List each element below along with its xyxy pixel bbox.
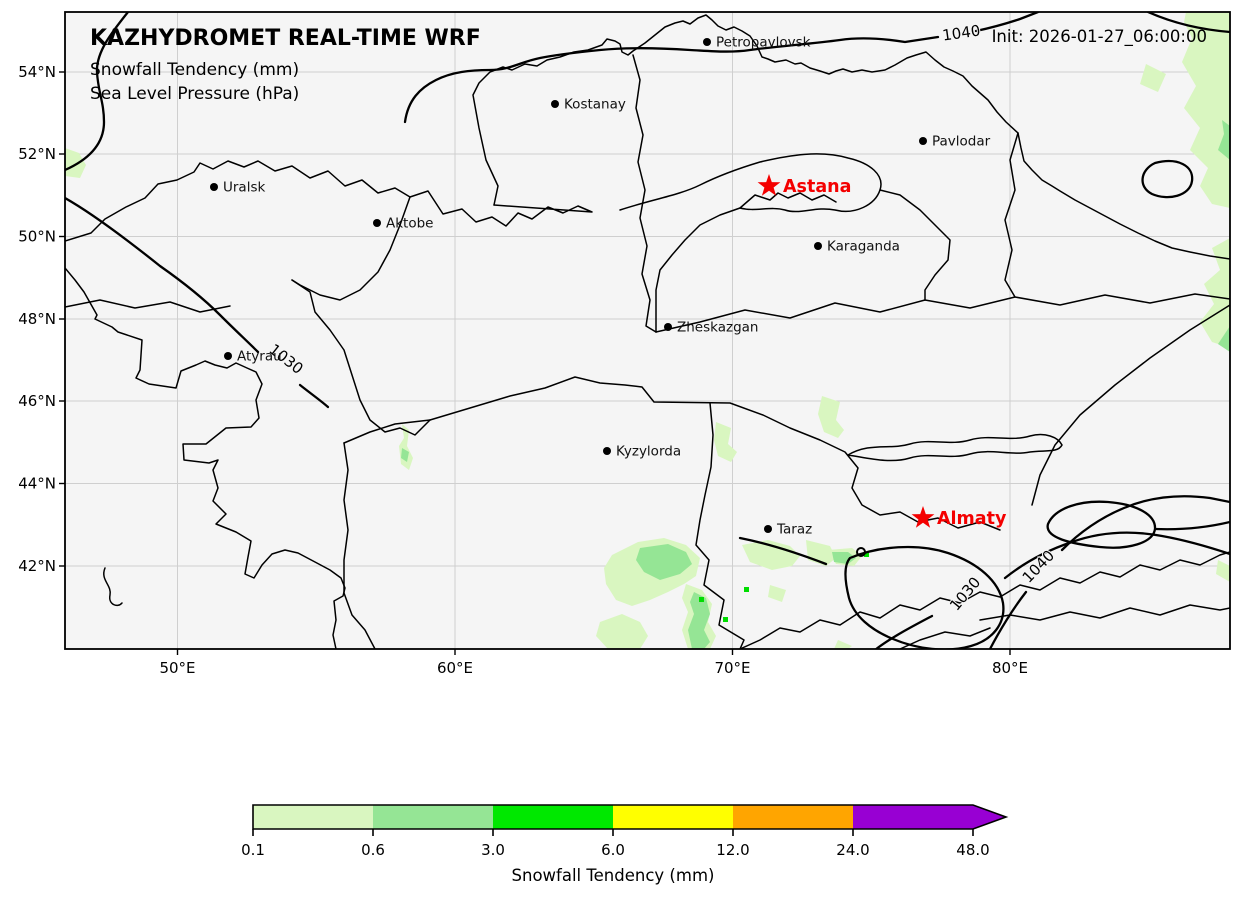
city-label: Aktobe — [386, 216, 433, 232]
pressure-contours — [65, 12, 1230, 649]
city-kyzylorda: Kyzylorda — [603, 444, 681, 460]
colorbar-segment — [373, 805, 493, 829]
city-dot-icon — [919, 137, 927, 145]
star-marker-icon — [757, 174, 781, 196]
map-title: KAZHYDROMET REAL-TIME WRF — [90, 26, 481, 51]
snowfall-shading-heavy — [699, 552, 869, 622]
city-label: Petropavlovsk — [716, 35, 811, 51]
city-zheskazgan: Zheskazgan — [664, 320, 758, 336]
city-aktobe: Aktobe — [373, 216, 433, 232]
city-atyrau: Atyrau — [224, 349, 282, 365]
city-label: Karaganda — [827, 239, 900, 255]
city-dot-icon — [703, 38, 711, 46]
lat-tick-label: 44°N — [18, 475, 56, 493]
city-markers: Petropavlovsk Kostanay Pavlodar Uralsk Aktob… — [210, 35, 1007, 538]
colorbar-extend-arrow — [973, 805, 1006, 829]
lat-tick-label: 48°N — [18, 310, 56, 328]
lon-tick-label: 50°E — [159, 659, 195, 677]
lat-tick-label: 50°N — [18, 228, 56, 246]
city-dot-icon — [764, 525, 772, 533]
city-almaty: Almaty — [911, 506, 1007, 529]
lat-tick-label: 42°N — [18, 557, 56, 575]
city-label: Pavlodar — [932, 134, 991, 150]
city-dot-icon — [603, 447, 611, 455]
colorbar-tick-label: 6.0 — [601, 841, 625, 859]
lat-tick-label: 52°N — [18, 145, 56, 163]
city-label: Atyrau — [237, 349, 282, 365]
colorbar-axis-label: Snowfall Tendency (mm) — [512, 866, 715, 885]
colorbar: 0.1 0.6 3.0 6.0 12.0 24.0 48.0 — [241, 804, 1009, 859]
city-label-highlight: Astana — [783, 177, 851, 197]
city-pavlodar: Pavlodar — [919, 134, 991, 150]
city-kostanay: Kostanay — [551, 97, 626, 113]
colorbar-segment — [253, 805, 373, 829]
city-taraz: Taraz — [764, 522, 812, 538]
map-frame — [64, 11, 1231, 650]
colorbar-tick-label: 12.0 — [716, 841, 749, 859]
colorbar-segment — [853, 805, 973, 829]
city-astana: Astana — [757, 174, 851, 197]
colorbar-tick-label: 0.6 — [361, 841, 385, 859]
lat-tick-label: 54°N — [18, 63, 56, 81]
city-dot-icon — [551, 100, 559, 108]
city-dot-icon — [373, 219, 381, 227]
colorbar-segment — [613, 805, 733, 829]
city-dot-icon — [664, 323, 672, 331]
city-karaganda: Karaganda — [814, 239, 900, 255]
city-label: Zheskazgan — [677, 320, 758, 336]
city-label: Kostanay — [564, 97, 626, 113]
city-dot-icon — [814, 242, 822, 250]
colorbar-tick-label: 24.0 — [836, 841, 869, 859]
lon-tick-label: 70°E — [714, 659, 750, 677]
map-subtitle-pressure: Sea Level Pressure (hPa) — [90, 84, 299, 104]
init-time-label: Init: 2026-01-27_06:00:00 — [992, 27, 1207, 47]
city-dot-icon — [224, 352, 232, 360]
colorbar-tick-label: 3.0 — [481, 841, 505, 859]
city-label: Uralsk — [223, 180, 265, 196]
lon-tick-label: 80°E — [992, 659, 1028, 677]
lon-tick-label: 60°E — [437, 659, 473, 677]
colorbar-tick-label: 48.0 — [956, 841, 989, 859]
colorbar-tick-label: 0.1 — [241, 841, 265, 859]
colorbar-outline — [252, 804, 1009, 830]
lat-tick-label: 46°N — [18, 392, 56, 410]
city-uralsk: Uralsk — [210, 180, 265, 196]
star-marker-icon — [911, 506, 935, 528]
city-label: Kyzylorda — [616, 444, 681, 460]
axis-ticks: 50°E 60°E 70°E 80°E 54°N 52°N 50°N 48°N 46°N 44°N… — [18, 63, 1028, 677]
contour-value-label: 1040 — [941, 21, 981, 44]
city-petropavlovsk: Petropavlovsk — [703, 35, 811, 51]
city-label: Taraz — [776, 522, 812, 538]
snowfall-shading-mid — [401, 120, 1230, 649]
map-subtitle-variable: Snowfall Tendency (mm) — [90, 60, 299, 80]
colorbar-segment — [493, 805, 613, 829]
colorbar-segment — [733, 805, 853, 829]
city-label-highlight: Almaty — [937, 509, 1007, 529]
city-dot-icon — [210, 183, 218, 191]
